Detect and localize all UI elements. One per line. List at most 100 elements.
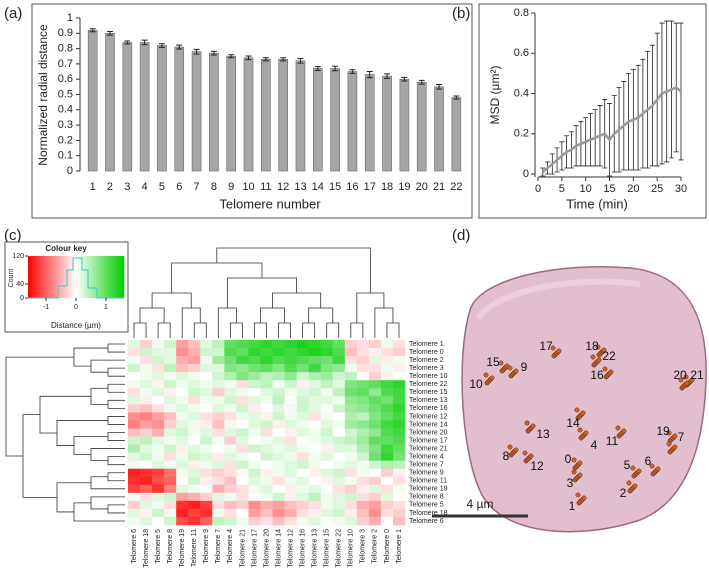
error-bar [297,58,304,64]
heat-cell [176,444,189,453]
x-tick-label: 13 [294,181,306,193]
telomere-spot [580,410,586,416]
heat-cell [152,444,165,453]
heat-cell [140,412,153,421]
heat-cell [260,476,273,486]
heat-cell [380,452,394,461]
heat-cell [332,396,346,405]
heat-cell [200,460,213,469]
key-swatch [106,256,109,298]
heat-cell [344,460,358,469]
heat-cell [212,500,225,510]
error-bar [176,44,183,50]
heat-cell [380,516,394,526]
bar [451,97,462,172]
heat-cell [140,348,153,357]
heat-cell [140,388,153,397]
key-swatch [84,256,87,298]
heat-cell [344,404,358,413]
heat-cell [284,396,297,405]
heat-cell [332,500,346,510]
heat-cell [236,508,249,518]
dendrogram [151,292,192,308]
telomere-spot [683,374,689,380]
telomere-spot [556,348,562,354]
heat-cell [368,508,382,518]
heat-cell [200,404,213,413]
heat-cell [284,348,297,357]
heat-cell [128,428,141,437]
error-bar [332,65,339,72]
heat-cell [296,436,309,445]
error-bar [193,48,200,55]
heat-cell [356,508,370,518]
telomere-label: 17 [539,339,553,353]
heat-cell [236,468,249,478]
dendrogram [107,383,125,393]
key-swatch [32,256,35,298]
heat-cell [308,348,321,357]
heat-cell [128,436,141,445]
heat-cell [344,428,358,437]
key-swatch [64,256,67,298]
telomere-spot [672,444,678,450]
heat-cell [308,508,321,518]
heat-cell [272,396,285,405]
heat-cell [200,364,213,373]
panel-label: (a) [4,5,22,22]
key-swatch [112,256,115,298]
telomere-spot [626,480,632,486]
telomere-spot [655,466,661,472]
heat-cell [308,436,321,445]
heat-cell [356,364,370,373]
heat-cell [392,340,406,349]
bar [226,55,237,172]
heat-cell [236,460,249,469]
heat-cell [368,500,382,510]
heat-cell [380,356,394,365]
heat-cell [272,372,285,381]
telomere-spot [577,460,583,466]
heat-cell [236,484,249,494]
dendrogram [56,420,108,446]
heat-cell [152,388,165,397]
heat-cell [140,428,153,437]
heat-cell [380,340,394,349]
y-tick-label: 0.4 [514,87,529,99]
heat-cell [272,364,285,373]
heat-cell [272,340,285,349]
heat-cell [164,508,177,518]
heat-cell [320,396,334,405]
heat-cell [320,404,334,413]
heat-cell [356,436,370,445]
heat-cell [356,348,370,357]
row-label: Telomere 6 [409,518,444,525]
heat-cell [392,468,406,478]
heat-cell [200,468,213,478]
heat-cell [260,508,273,518]
heat-cell [236,452,249,461]
heat-cell [284,404,297,413]
heat-cell [152,396,165,405]
heat-cell [380,444,394,453]
heat-cell [272,404,285,413]
heat-cell [356,476,370,486]
heat-cell [260,468,273,478]
heat-cell [224,420,237,429]
x-tick-label: 15 [603,183,615,195]
column-label: Telomere 16 [299,529,306,568]
telomere-spot [513,368,519,374]
telomere-label: 4 [591,438,598,452]
dendrogram [216,247,371,293]
key-title: Colour key [45,244,87,253]
heat-cell [296,372,309,381]
error-bar [106,30,113,36]
heat-cell [332,484,346,494]
heat-cell [224,460,237,469]
heat-cell [224,372,237,381]
heat-cell [128,452,141,461]
panel-label: (d) [452,227,470,244]
telomere-spot [689,377,695,383]
heat-cell [212,364,225,373]
heat-cell [368,452,382,461]
